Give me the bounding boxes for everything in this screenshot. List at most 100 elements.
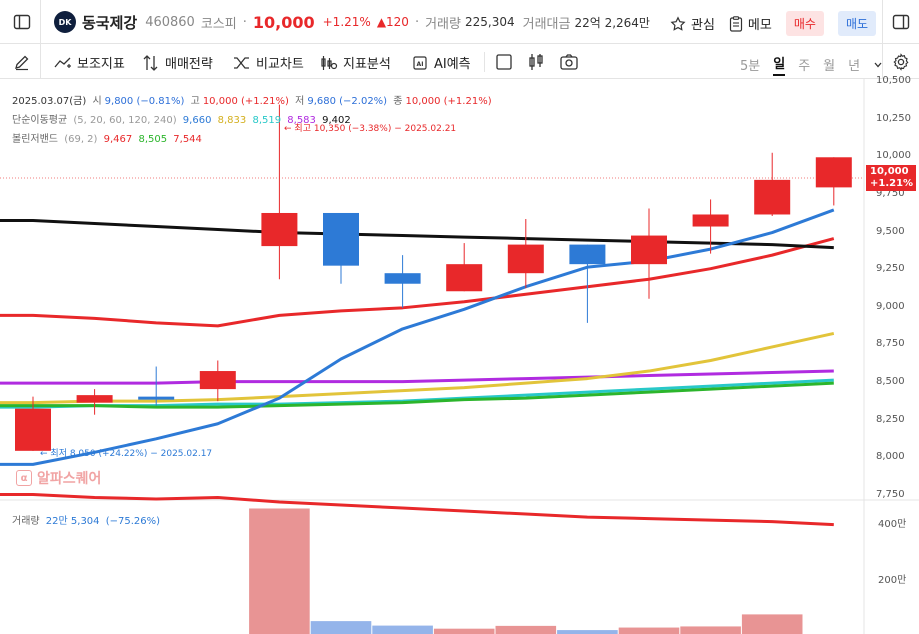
amount-value: 22억 2,264만 [574, 15, 650, 30]
volume-bar [310, 621, 372, 634]
volume-legend[interactable]: 거래량 22만 5,304 (−75.26%) [12, 512, 163, 527]
tool-ai[interactable]: AI AI예측 [411, 53, 471, 72]
candle [261, 104, 298, 280]
candle [754, 152, 791, 216]
volume-legend-pct: (−75.26%) [105, 516, 161, 527]
ma-params: (5, 20, 60, 120, 240) [73, 115, 177, 126]
volume-tick-label: 400만 [878, 518, 907, 530]
candle-body [323, 212, 359, 266]
current-price: 10,000 [252, 12, 315, 32]
alpha-logo-icon: α [16, 470, 32, 486]
period-day[interactable]: 일 [773, 53, 786, 76]
price-tick-label: 8,500 [876, 376, 905, 388]
bb-legend[interactable]: 볼린저밴드 (69, 2) 9,467 8,505 7,544 [12, 130, 205, 145]
badge-price: 10,000 [870, 166, 909, 177]
volume-bar [680, 626, 741, 634]
bb-params: (69, 2) [64, 134, 98, 145]
tool-compare[interactable]: 비교차트 [233, 53, 304, 72]
candle-body [569, 244, 606, 265]
candle-body [631, 235, 667, 265]
volume-bar [557, 630, 618, 634]
high-annotation: ← 최고 10,350 (−3.38%) − 2025.02.21 [284, 121, 456, 134]
panel-toggle-icon[interactable] [889, 10, 913, 34]
tool-strategy[interactable]: 매매전략 [142, 53, 213, 72]
volume-bar [741, 614, 803, 634]
candle [384, 255, 421, 308]
bb-label: 볼린저밴드 [12, 134, 58, 145]
high-annotation-text: 최고 10,350 (−3.38%) − 2025.02.21 [294, 124, 457, 134]
price-chart[interactable] [0, 79, 919, 634]
volume-legend-label: 거래량 [12, 516, 40, 527]
amount-label: 거래대금 [522, 16, 571, 32]
tool-analysis[interactable]: 지표분석 [320, 53, 391, 72]
low-annotation: ← 최저 8,050 (+24.22%) − 2025.02.17 [40, 446, 212, 459]
volume-bar [618, 627, 680, 634]
price-tick-label: 9,500 [876, 225, 905, 237]
badge-pct: +1.21% [870, 178, 914, 189]
candle-body [692, 214, 729, 227]
bollinger-lower-line [0, 492, 834, 527]
memo-button[interactable]: 메모 [729, 14, 772, 33]
pencil-icon[interactable] [10, 50, 34, 74]
memo-label: 메모 [747, 18, 772, 33]
ma5-line [0, 208, 835, 466]
candle-body [138, 396, 175, 400]
low-annotation-text: 최저 8,050 (+24.22%) − 2025.02.17 [50, 449, 213, 459]
sidebar-toggle-icon[interactable] [10, 10, 34, 34]
watch-label: 관심 [691, 18, 715, 33]
candle [446, 243, 483, 292]
current-price-badge: 10,000 +1.21% [866, 165, 916, 191]
candle-type-icon[interactable] [524, 50, 548, 74]
price-tick-label: 9,000 [876, 300, 905, 312]
ma20-line [0, 331, 835, 405]
candle [138, 366, 175, 406]
sell-button[interactable]: 매도 [837, 11, 877, 36]
arrow-left-icon: ← [40, 449, 48, 459]
stock-logo: DK [54, 11, 76, 33]
change-abs: ▲120 [376, 15, 409, 29]
bb-value-upper: 9,467 [103, 134, 133, 145]
tool-strategy-label: 매매전략 [165, 57, 213, 72]
volume-bar [495, 625, 557, 634]
candle-body [384, 273, 421, 284]
volume-bar [372, 625, 433, 634]
buy-button[interactable]: 매수 [785, 11, 824, 36]
period-5min[interactable]: 5분 [740, 59, 761, 74]
volume-legend-value: 22만 5,304 [45, 516, 100, 527]
tool-indicators[interactable]: 보조지표 [54, 53, 125, 72]
price-tick-label: 8,750 [876, 338, 905, 350]
price-tick-label: 8,000 [876, 451, 905, 463]
bb-value-middle: 8,505 [138, 134, 168, 145]
ma-legend[interactable]: 단순이동평균 (5, 20, 60, 120, 240) 9,660 8,833… [12, 111, 354, 126]
high-label: 고 [190, 96, 200, 107]
period-week[interactable]: 주 [798, 59, 811, 74]
period-month[interactable]: 월 [823, 59, 836, 74]
ai-chip-icon: AI [413, 55, 427, 70]
change-pct: +1.21% [322, 15, 371, 29]
tool-analysis-label: 지표분석 [343, 57, 391, 72]
volume-bar [433, 628, 495, 634]
candle-body [446, 264, 483, 292]
candle-body [507, 244, 544, 274]
ohlc-legend: 2025.03.07(금) 시 9,800 (−0.81%) 고 10,000 (+… [12, 92, 495, 107]
period-year[interactable]: 년 [848, 59, 861, 74]
chevron-down-icon[interactable] [873, 60, 883, 70]
square-icon[interactable] [492, 50, 516, 74]
camera-icon[interactable] [557, 50, 581, 74]
stock-name: 동국제강 [82, 13, 138, 32]
indicator-icon [54, 57, 71, 68]
market-name: 코스피 [200, 16, 237, 32]
info-date: 2025.03.07(금) [12, 96, 87, 107]
bb-value-lower: 7,544 [173, 134, 202, 145]
star-icon [670, 15, 686, 31]
candle [323, 212, 359, 284]
price-tick-label: 9,250 [876, 263, 905, 275]
watch-button[interactable]: 관심 [670, 14, 715, 33]
candle [76, 389, 113, 415]
alphasquare-watermark: α 알파스퀘어 [16, 468, 101, 488]
candle [569, 244, 606, 323]
price-tick-label: 10,000 [876, 150, 911, 162]
candle [692, 199, 729, 254]
gear-icon[interactable] [889, 50, 913, 74]
compare-icon [234, 56, 249, 69]
